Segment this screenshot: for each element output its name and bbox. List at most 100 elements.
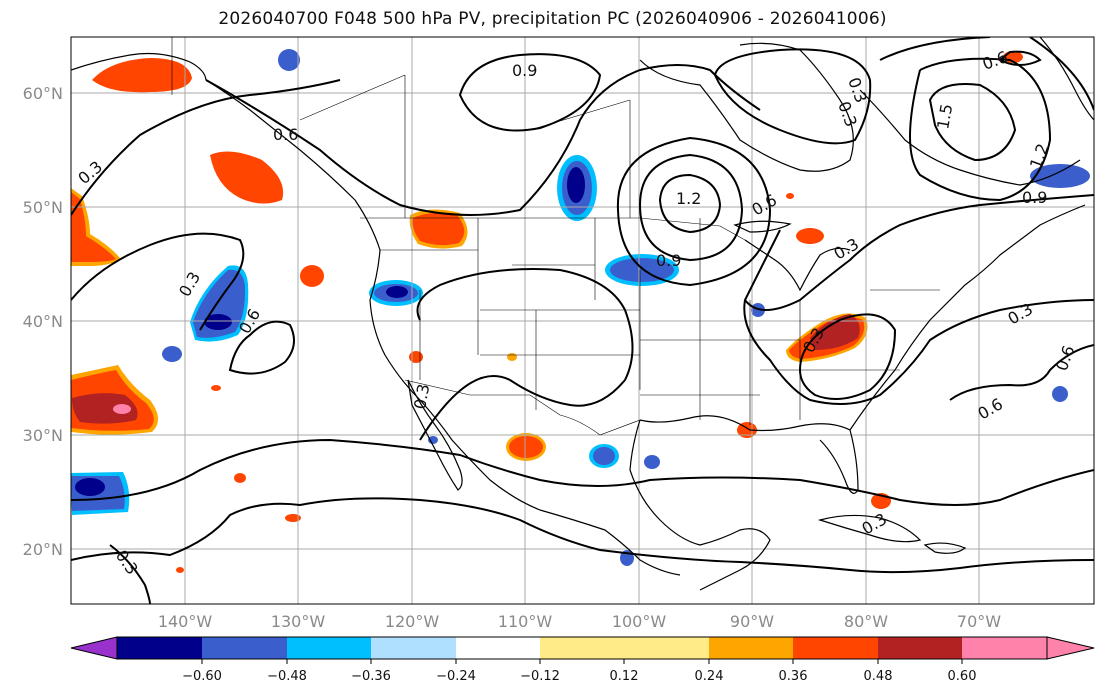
colorbar-segment [1046,636,1095,660]
pv-contour [743,299,1094,405]
precip-area-neg [644,455,660,469]
pv-contour [949,344,1094,401]
lon-label: 110°W [498,612,553,631]
pv-contour [658,173,722,234]
colorbar-tick-label: −0.60 [182,669,222,684]
contour-label: 0.6 [273,125,298,144]
border-us-mexico [404,379,641,436]
precip-area-pos [412,212,465,246]
lon-label: 120°W [385,612,440,631]
precip-area-neg [162,346,182,362]
precip-area-neg [204,314,232,330]
precip-area-neg [75,478,105,496]
colorbar-frame [116,636,1048,660]
coastline-mexico [629,419,771,591]
pv-contour [798,313,897,400]
colorbar-segment [202,637,287,659]
lat-label: 40°N [23,312,63,331]
colorbar-segment [456,637,540,659]
pv-contour [71,232,245,331]
figure-title: 2026040700 F048 500 hPa PV, precipitatio… [218,9,887,29]
precip-area-pos [211,385,221,391]
precip-area-pos [409,351,423,363]
precip-area-neg [386,286,408,298]
pv-contour [879,37,1094,111]
coastlines [71,37,1094,591]
colorbar-tick-label: 0.24 [695,669,724,684]
pv-contour [616,136,772,287]
lon-label: 80°W [844,612,888,631]
longitude-labels: 140°W 130°W 120°W 110°W 100°W 90°W 80°W … [158,612,1001,631]
pv-contours [71,37,1094,604]
lat-label: 50°N [23,198,63,217]
colorbar-tick-label: −0.36 [351,669,391,684]
lon-label: 140°W [158,612,213,631]
precip-area-neg [593,447,615,465]
precip-area-neg [278,49,300,71]
colorbar-tick-label: 0.36 [779,669,808,684]
coastline-greenland [1039,37,1094,121]
contour-label: 0.9 [1022,188,1047,207]
precip-area-pos [92,58,192,93]
colorbar-segment [371,637,456,659]
contour-label: 1.2 [676,189,701,208]
coastline-labrador [859,89,1081,186]
border-line [299,74,406,121]
precip-area-pos [507,353,517,361]
precip-area-neg [1052,386,1068,402]
precip-area-neg [610,258,674,282]
latitude-labels: 60°N 50°N 40°N 30°N 20°N [23,84,63,559]
coastline-great-lakes [744,239,851,292]
precip-area-pos [234,473,246,483]
pv-contour [928,83,1017,162]
colorbar-segment [287,637,371,659]
colorbar-tick-label: −0.12 [520,669,560,684]
colorbar-tick-label: 0.12 [610,669,639,684]
pv-contour [713,48,872,145]
precip-area-pos [300,265,324,287]
coastline-gulf [639,415,859,494]
coastline-baja [407,379,463,491]
precip-area-pos [72,393,138,424]
map-frame [70,36,1095,605]
lat-label: 20°N [23,540,63,559]
pv-contour [71,497,1094,574]
precip-area-pos [176,567,184,573]
colorbar-segment [709,637,793,659]
contour-label: 1.5 [933,102,956,130]
pv-contour [998,50,1042,66]
precip-area-pos [113,404,131,414]
pv-contour [416,268,634,441]
precip-area-pos [509,436,543,458]
precip-area-pos [285,514,301,522]
colorbar-tick-label: −0.48 [267,669,307,684]
pv-contour [71,438,1094,506]
lon-label: 100°W [612,612,667,631]
contour-label: 0.9 [512,61,537,80]
colorbar-tick-label: 0.48 [864,669,893,684]
colorbar-ticks [201,659,963,664]
lat-label: 30°N [23,426,63,445]
precip-area-neg [567,167,585,203]
colorbar-segment [70,636,118,660]
lat-lon-grid [71,37,1094,604]
coastline-alaska [71,52,207,81]
pv-contour [205,64,761,216]
pv-contour [228,320,295,375]
colorbar-segment [878,637,962,659]
contour-label: 0.9 [656,251,681,270]
coastline-hudson [639,42,854,172]
colorbar-segment [793,637,878,659]
colorbar: −0.60 −0.48 −0.36 −0.24 −0.12 0.12 0.24 … [70,636,1095,684]
lat-label: 60°N [23,84,63,103]
precip-area-pos [796,228,824,244]
colorbar-segment [962,637,1047,659]
lon-label: 90°W [730,612,774,631]
colorbar-segment [117,637,202,659]
lon-label: 70°W [957,612,1001,631]
pv-contour [71,79,341,216]
colorbar-tick-label: −0.24 [436,669,476,684]
coastline-cuba [817,514,922,543]
colorbar-segment [540,637,709,659]
